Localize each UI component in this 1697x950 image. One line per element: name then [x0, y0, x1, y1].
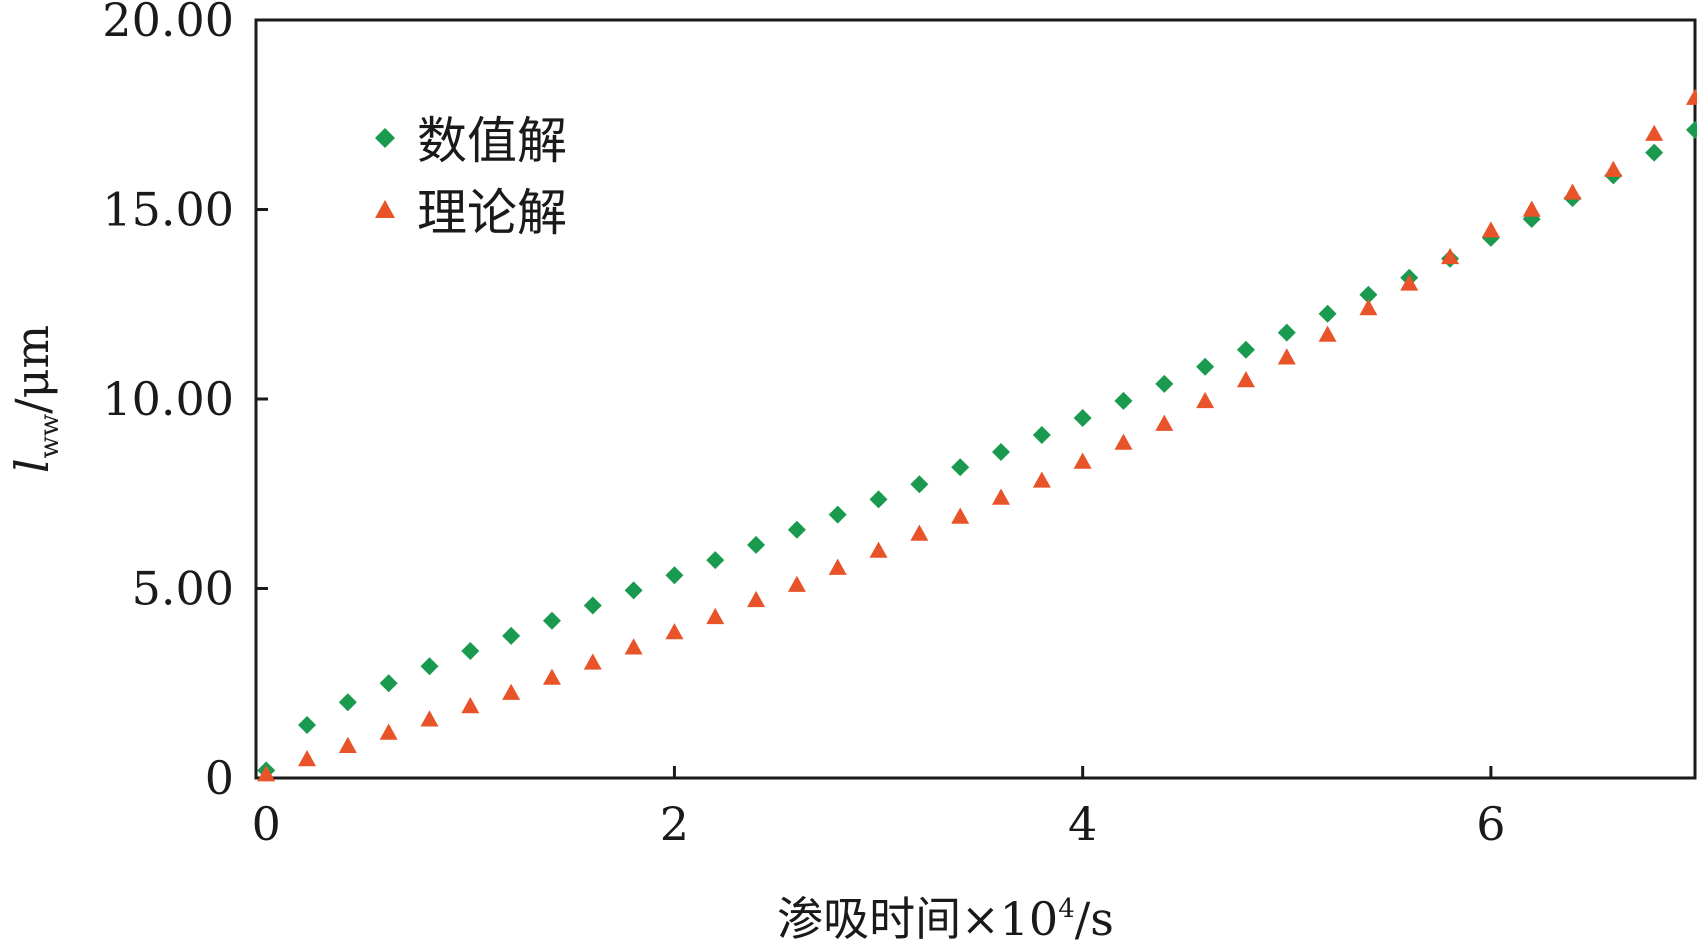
data-point [461, 642, 480, 661]
data-point [542, 611, 561, 630]
y-tick-label: 0 [205, 751, 234, 805]
data-point [992, 488, 1011, 505]
data-point [542, 668, 561, 685]
data-point [338, 736, 357, 753]
data-point [1686, 88, 1697, 105]
data-point [1032, 471, 1051, 488]
data-point [502, 626, 521, 645]
data-point [1155, 414, 1174, 431]
legend: 数值解 理论解 [375, 112, 567, 242]
series-theoretical [257, 88, 1697, 782]
y-tick-label: 5.00 [132, 562, 234, 616]
data-point [1236, 371, 1255, 388]
data-point [1114, 433, 1133, 450]
data-point [1645, 124, 1664, 141]
legend-marker-theoretical [375, 200, 395, 218]
data-point [910, 524, 929, 541]
data-point [706, 551, 725, 570]
data-point [420, 657, 439, 676]
legend-marker-numerical [375, 128, 395, 148]
data-point [1032, 426, 1051, 445]
y-axis-label-unit: /μm [5, 325, 59, 414]
data-point [1196, 357, 1215, 376]
x-axis-label-unit: /s [1075, 892, 1114, 946]
data-point [747, 535, 766, 554]
data-point [869, 541, 888, 558]
data-point [1318, 325, 1337, 342]
data-point [298, 750, 317, 767]
legend-item-theoretical: 理论解 [375, 184, 567, 242]
data-point [379, 674, 398, 693]
x-axis-label: 渗吸时间×104/s [777, 892, 1114, 946]
legend-label-numerical: 数值解 [417, 112, 567, 170]
data-point [1686, 120, 1697, 139]
data-point [910, 475, 929, 494]
data-point [1073, 408, 1092, 427]
legend-item-numerical: 数值解 [375, 112, 567, 170]
data-point [828, 558, 847, 575]
data-point [951, 507, 970, 524]
data-point [1563, 183, 1582, 200]
x-tick-label: 2 [660, 797, 689, 851]
data-point [379, 723, 398, 740]
data-point [1645, 143, 1664, 162]
data-point [298, 715, 317, 734]
y-tick-label: 15.00 [102, 183, 234, 237]
data-point [1236, 340, 1255, 359]
data-point [1359, 285, 1378, 304]
data-point [828, 505, 847, 524]
data-point [706, 607, 725, 625]
data-point [1114, 391, 1133, 410]
data-points [257, 88, 1697, 782]
y-tick-label: 10.00 [102, 372, 234, 426]
data-point [502, 683, 521, 700]
data-point [747, 590, 766, 608]
data-point [1277, 348, 1296, 365]
data-point [1441, 247, 1460, 265]
y-tick-label: 20.00 [102, 0, 234, 47]
data-point [665, 623, 684, 640]
x-axis-label-main: 渗吸时间×10 [777, 892, 1058, 946]
data-point [1604, 160, 1623, 177]
legend-label-theoretical: 理论解 [417, 184, 567, 242]
data-point [583, 653, 602, 670]
x-tick-label: 0 [252, 797, 281, 851]
data-point [787, 575, 806, 592]
data-point [1522, 200, 1541, 217]
data-point [951, 458, 970, 477]
data-point [583, 596, 602, 615]
y-axis-label: lww/μm [5, 325, 65, 473]
data-point [1359, 299, 1378, 316]
data-point [1400, 274, 1419, 291]
data-point [1073, 452, 1092, 469]
data-point [338, 693, 357, 712]
y-axis-label-sub: ww [35, 414, 65, 459]
data-point [787, 520, 806, 539]
data-point [1318, 304, 1337, 323]
data-point [624, 638, 643, 655]
tick-labels: 0 2 4 6 0 5.00 10.00 15.00 20.00 [102, 0, 1505, 851]
data-point [1481, 221, 1500, 238]
data-point [624, 581, 643, 600]
x-tick-label: 4 [1068, 797, 1097, 851]
data-point [1196, 391, 1215, 409]
data-point [420, 710, 439, 727]
data-point [992, 443, 1011, 462]
y-axis-label-var: l [5, 458, 59, 473]
data-point [461, 696, 480, 714]
data-point [869, 490, 888, 509]
x-axis-label-sup: 4 [1058, 894, 1075, 924]
data-point [257, 765, 276, 782]
data-point [1155, 374, 1174, 393]
data-point [665, 566, 684, 585]
x-tick-label: 6 [1476, 797, 1505, 851]
data-point [1277, 323, 1296, 342]
